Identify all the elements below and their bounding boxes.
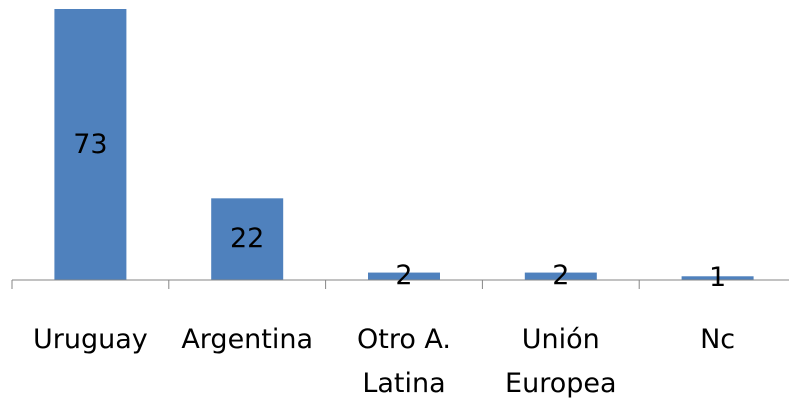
bar [524,272,597,280]
data-label: 2 [395,260,413,292]
data-label: 1 [709,262,727,294]
x-tick-label: Otro A. Latina [356,324,452,399]
bar [54,9,127,280]
data-label: 22 [230,223,265,255]
data-label: 2 [552,260,570,292]
x-tick-label: Uruguay [33,324,148,355]
bar [681,276,754,280]
x-tick-label: Argentina [181,324,314,355]
data-label: 73 [73,128,108,160]
x-tick-label: Unión Europea [505,324,617,399]
x-tick-label: Nc [700,324,736,355]
bar [368,272,440,280]
bar [211,198,284,280]
